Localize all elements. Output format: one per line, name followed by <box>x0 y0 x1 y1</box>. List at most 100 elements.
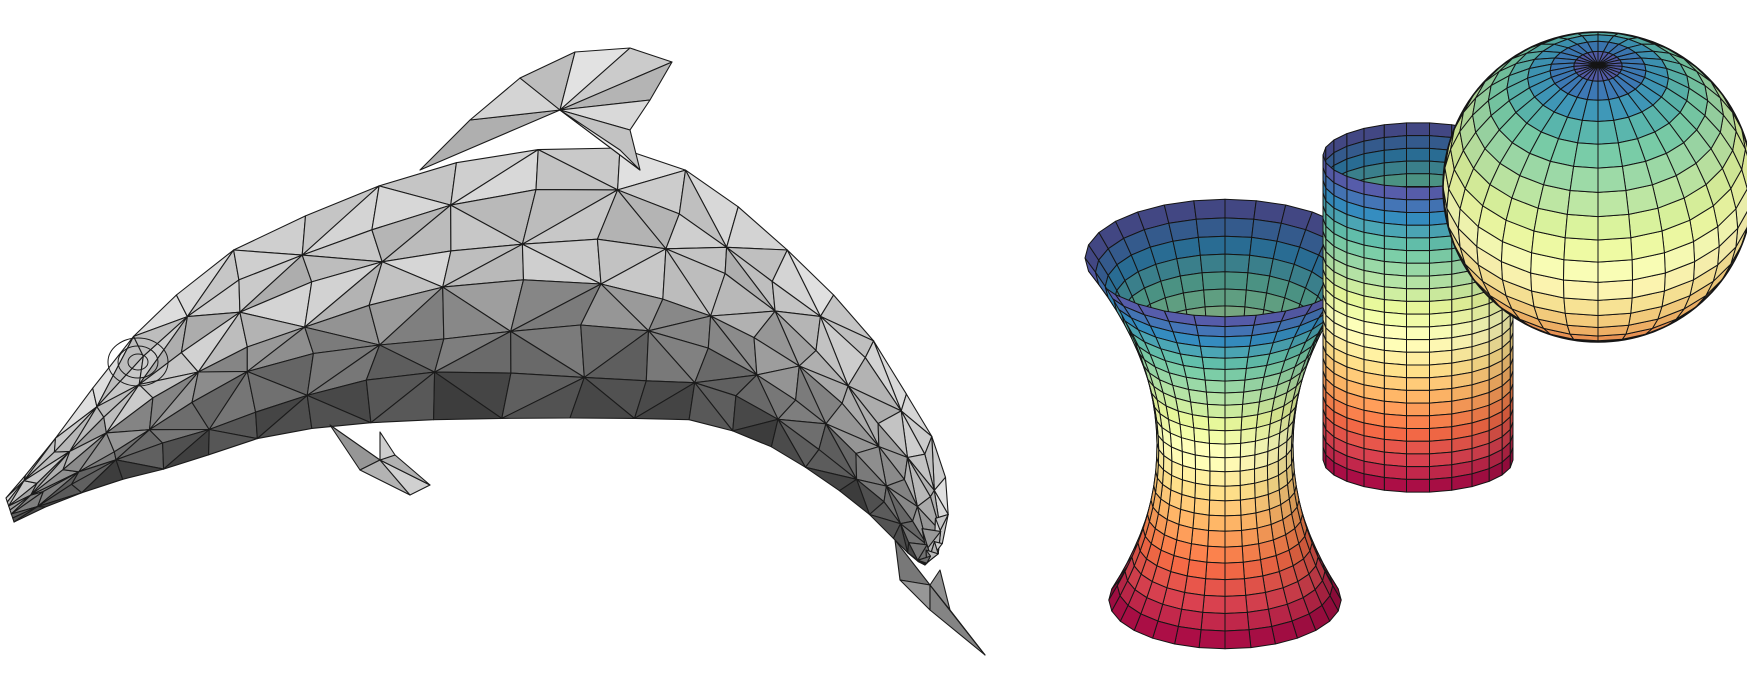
surface-outer-face <box>1429 311 1453 328</box>
surface-outer-face <box>1199 345 1226 359</box>
surface-inner-face <box>1429 122 1453 138</box>
dolphin-mesh-triangle <box>892 523 909 554</box>
surface-outer-face <box>1429 324 1453 341</box>
surface-outer-face <box>1383 324 1407 341</box>
surface-inner-face <box>1224 217 1255 238</box>
dolphin-eye-ring <box>117 345 159 379</box>
sphere-face <box>1597 259 1633 283</box>
surface-outer-face <box>1224 530 1243 548</box>
surface-inner-face <box>1201 271 1226 291</box>
surface-outer-face <box>1429 464 1453 480</box>
sphere-face <box>1597 142 1623 169</box>
surface-outer-face <box>1406 351 1430 366</box>
surface-inner-face <box>1244 289 1268 311</box>
surface-outer-face <box>1207 530 1226 548</box>
surface-outer-face <box>1429 413 1453 429</box>
sphere-face <box>1563 279 1599 301</box>
surface-outer-face <box>1208 429 1226 445</box>
surface-outer-face <box>1224 514 1242 532</box>
surface-inner-face <box>1203 288 1226 308</box>
surface-outer-face <box>1383 311 1407 328</box>
surface-outer-face <box>1248 626 1276 649</box>
surface-outer-face <box>1406 339 1430 353</box>
surface-outer-face <box>1383 413 1407 429</box>
surface-outer-face <box>1207 416 1226 432</box>
sphere-surface <box>1442 31 1747 343</box>
surface-outer-face <box>1383 273 1407 290</box>
surface-outer-face <box>1429 286 1453 302</box>
surface-inner-face <box>1224 288 1247 308</box>
surface-outer-face <box>1224 403 1244 419</box>
dolphin-mesh-triangle <box>838 478 871 516</box>
surface-outer-face <box>1429 235 1453 252</box>
surface-outer-face <box>1406 326 1430 341</box>
surface-outer-face <box>1406 402 1430 417</box>
surface-outer-face <box>1406 224 1430 239</box>
surface-outer-face <box>1406 364 1430 379</box>
surface-outer-face <box>1383 400 1407 417</box>
surface-outer-face <box>1202 594 1226 614</box>
dolphin-mesh-triangle <box>379 431 396 461</box>
surface-outer-face <box>1192 512 1210 531</box>
surface-outer-face <box>1383 184 1407 201</box>
surface-inner-face <box>1199 253 1226 274</box>
surface-outer-face <box>1108 585 1121 612</box>
surface-outer-face <box>1383 286 1407 302</box>
surface-inner-face <box>1193 198 1226 220</box>
surface-outer-face <box>1406 275 1430 290</box>
surface-outer-face <box>1383 235 1407 252</box>
dolphin-mesh-triangle <box>770 418 807 468</box>
sphere-face <box>1563 297 1599 316</box>
surface-outer-face <box>1205 561 1226 581</box>
dolphin-mesh-triangle <box>917 559 926 566</box>
surface-outer-face <box>1429 426 1453 442</box>
surface-outer-face <box>1429 337 1453 353</box>
surface-outer-face <box>1194 454 1211 472</box>
surface-outer-face <box>1242 559 1264 580</box>
surface-outer-face <box>1406 478 1430 493</box>
surface-outer-face <box>1200 611 1226 632</box>
surface-outer-face <box>1383 426 1407 442</box>
surface-outer-face <box>1429 299 1453 315</box>
dolphin-mesh-triangle <box>688 382 734 432</box>
surface-outer-face <box>1224 356 1249 370</box>
surface-outer-face <box>1198 629 1226 650</box>
surface-outer-face <box>1241 527 1260 547</box>
surface-inner-face <box>1179 272 1205 294</box>
sphere-face <box>1597 297 1633 316</box>
dolphin-mesh-triangle <box>233 215 307 256</box>
sphere-face <box>1597 165 1627 193</box>
surface-outer-face <box>1209 456 1226 473</box>
surface-inner-face <box>1182 289 1206 311</box>
surface-outer-face <box>1383 464 1407 480</box>
dolphin-mesh-triangle <box>306 394 372 429</box>
surface-outer-face <box>1383 197 1407 213</box>
surface-outer-face <box>1209 470 1226 487</box>
dolphin-mesh-triangle <box>559 109 641 171</box>
sphere-face <box>1569 165 1599 193</box>
surface-outer-face <box>1224 391 1245 406</box>
dolphin-mesh-triangle <box>929 569 951 611</box>
surface-outer-face <box>1174 626 1202 649</box>
dolphin-mesh-triangle <box>37 492 83 508</box>
surface-outer-face <box>1224 611 1250 632</box>
surface-outer-face <box>1224 416 1243 432</box>
surface-outer-face <box>1383 451 1407 468</box>
surface-outer-face <box>1224 545 1244 564</box>
surface-outer-face <box>1203 368 1226 382</box>
surface-outer-face <box>1205 391 1226 406</box>
surface-outer-face <box>1429 400 1453 417</box>
sphere-face <box>1597 279 1633 301</box>
surface-inner-face <box>1197 235 1226 256</box>
surface-outer-face <box>1190 527 1209 547</box>
surface-outer-face <box>1429 261 1453 277</box>
surface-inner-face <box>1245 272 1271 294</box>
surface-outer-face <box>1383 349 1407 366</box>
surface-outer-face <box>1406 440 1430 455</box>
surface-outer-face <box>1203 578 1226 597</box>
surface-outer-face <box>1429 248 1453 264</box>
surface-outer-face <box>1206 545 1226 564</box>
surface-outer-face <box>1194 468 1211 486</box>
